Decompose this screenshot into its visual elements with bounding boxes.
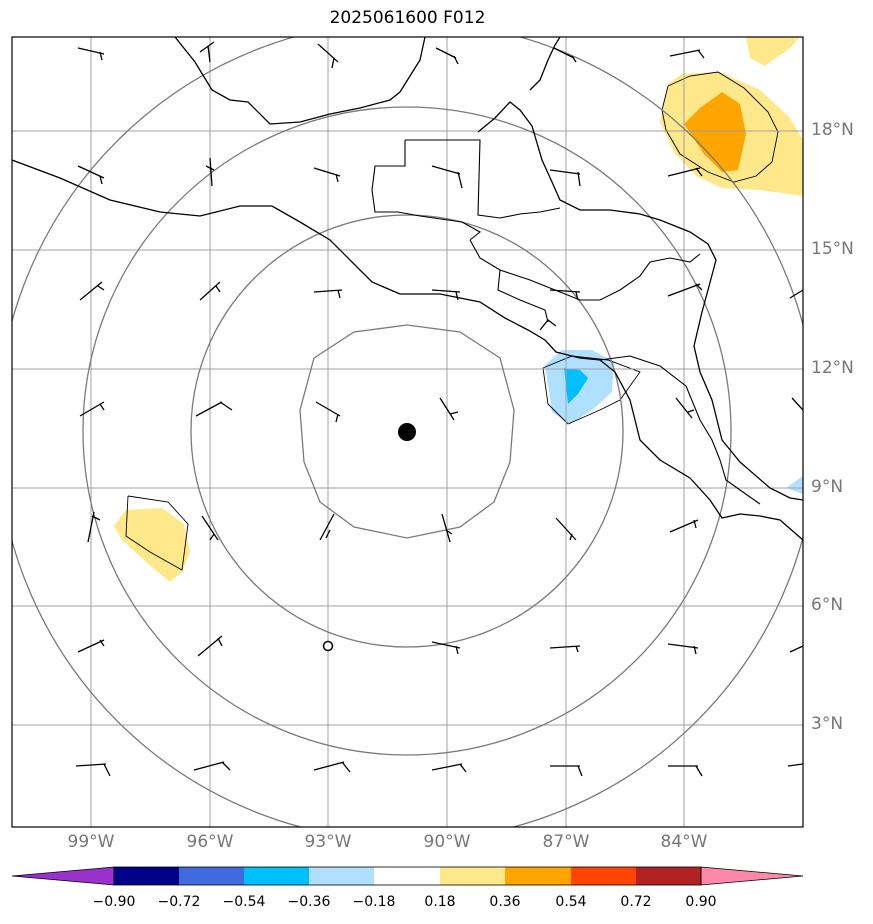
country-borders: [371, 139, 761, 505]
colorbar-tick-label: −0.54: [222, 894, 266, 910]
lat-label-18n: 18°N: [811, 120, 854, 140]
colorbar-segment: [571, 867, 636, 885]
colorbar-segment: [636, 867, 701, 885]
coastline: [12, 37, 803, 541]
lat-label-15n: 15°N: [811, 239, 854, 259]
colorbar-segment: [309, 867, 374, 885]
colorbar-tick-label: −0.90: [92, 894, 136, 910]
map-frame: [11, 36, 804, 828]
colorbar-tick-label: −0.18: [352, 894, 396, 910]
lon-label-84w: 84°W: [660, 832, 708, 852]
contour-line-ne: [661, 71, 779, 183]
lat-label-9n: 9°N: [811, 477, 844, 497]
colorbar-segment: [374, 867, 440, 885]
secondary-marker: [322, 640, 334, 652]
center-marker: [398, 423, 416, 441]
lon-label-93w: 93°W: [304, 832, 352, 852]
colorbar-segment: [179, 867, 244, 885]
map-title: 2025061600 F012: [329, 8, 486, 28]
colorbar-frame: [113, 866, 702, 886]
strong-negative-anomaly: [564, 368, 588, 404]
colorbar-segment: [505, 867, 571, 885]
wind-barbs: [75, 41, 803, 777]
shaded-field: [114, 37, 803, 582]
lat-label-3n: 3°N: [811, 714, 844, 734]
range-rings: [12, 37, 803, 827]
lat-label-12n: 12°N: [811, 358, 854, 378]
positive-anomaly-region-w: [114, 508, 190, 582]
lon-label-99w: 99°W: [67, 832, 115, 852]
colorbar-tick-label: 0.18: [424, 894, 456, 910]
contour-line-s: [542, 355, 641, 425]
colorbar-segment: [114, 867, 179, 885]
negative-anomaly-edge-e: [786, 476, 803, 494]
strong-positive-anomaly-ne: [684, 92, 746, 172]
lat-label-6n: 6°N: [811, 595, 844, 615]
colorbar-tick-label: 0.90: [685, 894, 717, 910]
colorbar-tick-label: 0.54: [555, 894, 587, 910]
colorbar-extend-high: [700, 866, 804, 886]
lon-label-87w: 87°W: [542, 832, 590, 852]
gridlines: [12, 37, 803, 827]
colorbar-tick-label: 0.72: [620, 894, 652, 910]
colorbar-tick-label: −0.72: [157, 894, 201, 910]
lon-label-90w: 90°W: [423, 832, 471, 852]
contour-line-w: [125, 495, 189, 571]
colorbar-extend-low: [11, 866, 115, 886]
colorbar-tick-label: 0.36: [489, 894, 521, 910]
lon-label-96w: 96°W: [186, 832, 234, 852]
colorbar-tick-label: −0.36: [287, 894, 331, 910]
colorbar: [11, 866, 804, 886]
colorbar-segment: [440, 867, 505, 885]
positive-anomaly-corner: [746, 37, 800, 66]
colorbar-segment: [244, 867, 309, 885]
